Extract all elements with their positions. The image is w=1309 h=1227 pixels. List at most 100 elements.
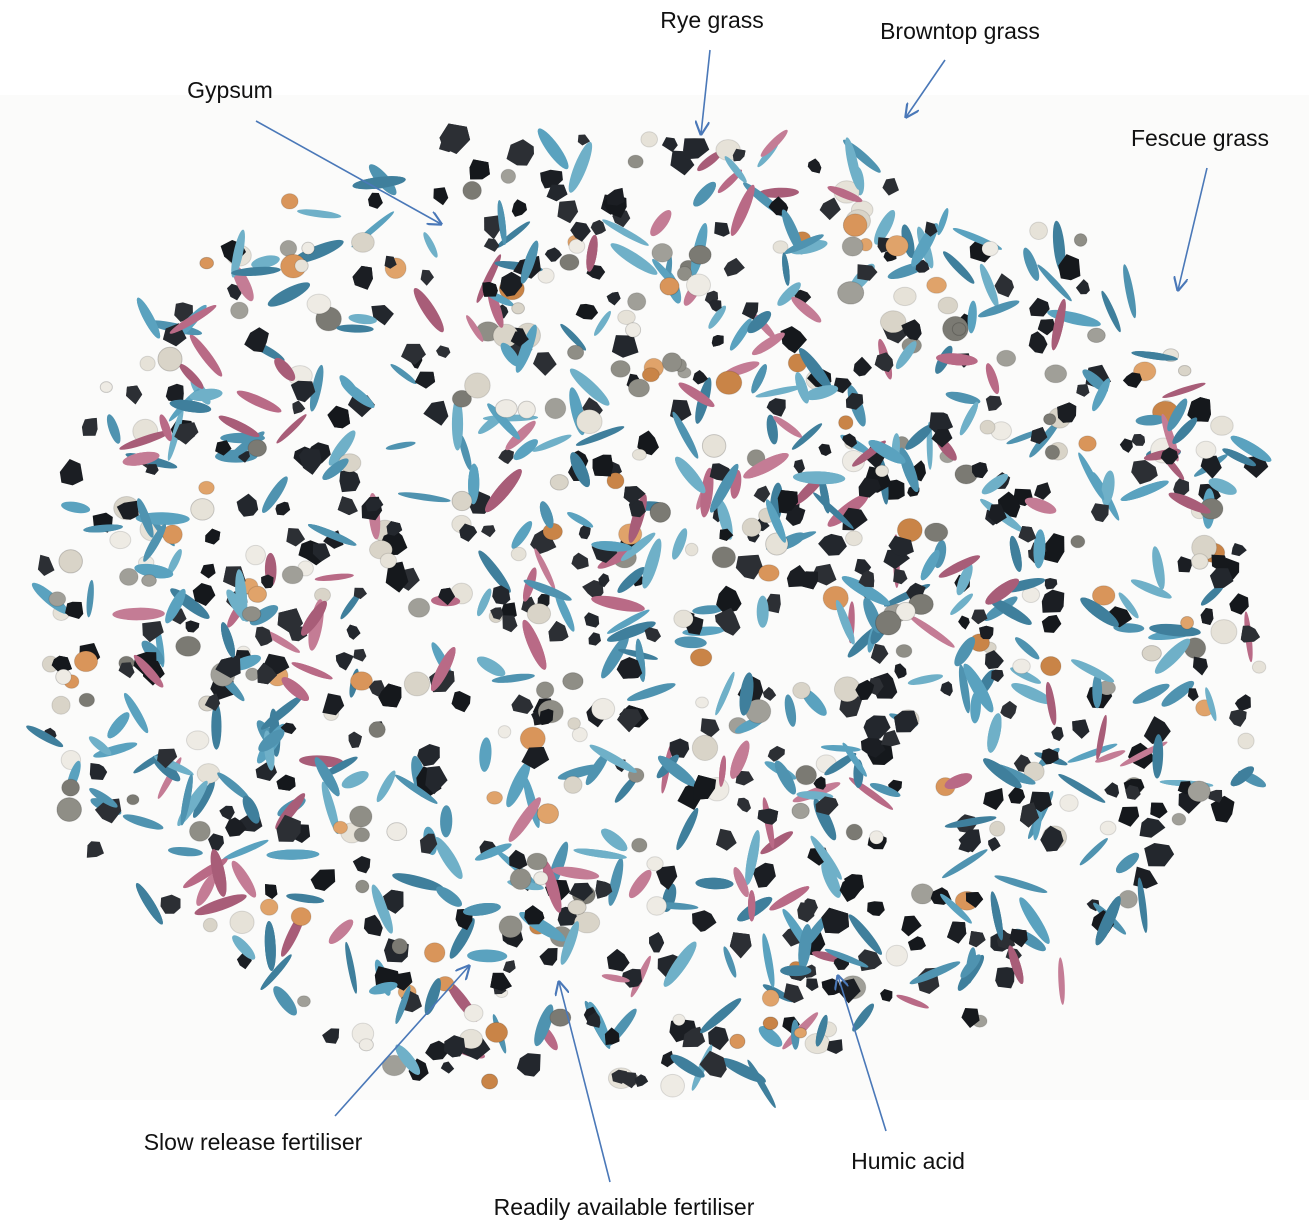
fertiliser-granule [606, 472, 625, 490]
humic-granule [1118, 806, 1140, 827]
gypsum-granule [1099, 820, 1117, 836]
fescue-seed [730, 740, 750, 779]
rye-seed [26, 725, 64, 748]
fescue-seed [938, 555, 981, 578]
rye-seed [950, 593, 974, 615]
rye-seed [286, 893, 325, 904]
fertiliser-granule [659, 277, 680, 296]
gypsum-granule [358, 1038, 374, 1052]
gypsum-granule [646, 856, 664, 872]
humic-granule [1018, 526, 1037, 543]
rye-seed [258, 729, 285, 752]
fescue-seed [522, 619, 547, 670]
slow-release-granule [562, 672, 584, 691]
rye-seed [260, 695, 303, 730]
humic-granule [1058, 254, 1081, 281]
rye-seed [784, 234, 824, 254]
rye-seed [960, 954, 981, 978]
label: Humic acid [851, 1148, 965, 1174]
rye-seed [395, 986, 411, 1024]
rye-seed [989, 597, 1032, 625]
rye-seed [920, 549, 940, 581]
humic-granule [365, 497, 384, 512]
rye-seed [568, 141, 593, 193]
humic-granule [1173, 478, 1190, 498]
fescue-seed [650, 210, 672, 237]
gypsum-granule [1141, 645, 1162, 662]
slow-release-granule [610, 360, 631, 378]
rye-seed [314, 757, 340, 797]
rye-seed [479, 737, 492, 772]
rye-seed [88, 736, 112, 756]
humic-granule [867, 901, 885, 916]
humic-granule [417, 744, 440, 767]
humic-granule [165, 383, 184, 402]
humic-granule [459, 523, 478, 542]
fescue-seed [261, 629, 301, 653]
gypsum-granule [673, 609, 694, 628]
humic-granule [901, 319, 922, 341]
humic-granule [444, 1035, 466, 1058]
gypsum-granule [741, 517, 762, 538]
humic-granule [37, 554, 55, 576]
slow-release-granule [711, 546, 736, 569]
rye-seed [700, 998, 742, 1034]
gypsum-granule [640, 131, 659, 148]
gypsum-granule [403, 671, 431, 697]
rye-seed [724, 156, 747, 184]
fescue-seed [827, 186, 863, 203]
humic-granule [174, 302, 193, 322]
humic-granule [915, 259, 930, 273]
rye-seed [747, 311, 772, 334]
rye-seed [532, 434, 572, 452]
gypsum-granule [526, 603, 552, 625]
rye-seed [165, 588, 186, 624]
humic-granule [762, 686, 777, 701]
slow-release-granule [247, 439, 267, 458]
humic-granule [322, 693, 345, 716]
humic-granule [783, 983, 804, 1004]
humic-granule [1076, 384, 1090, 397]
slow-release-granule [353, 827, 371, 843]
rye-seed [642, 538, 662, 589]
rye-seed [1167, 398, 1188, 432]
humic-granule [401, 343, 426, 365]
fertiliser-granule [926, 276, 947, 294]
gypsum-granule [157, 346, 183, 372]
gypsum-granule [631, 448, 647, 461]
humic-granule [649, 932, 665, 953]
arrow [838, 976, 887, 1132]
arrow [334, 966, 469, 1117]
fescue-seed [466, 315, 484, 342]
humic-granule [219, 805, 235, 821]
gypsum-granule [701, 434, 727, 458]
humic-granule [644, 627, 661, 643]
humic-granule [888, 535, 914, 557]
gypsum-granule [1195, 440, 1217, 460]
humic-granule [894, 663, 907, 679]
rye-seed [434, 836, 463, 880]
rye-seed [261, 476, 288, 513]
fertiliser-granule [793, 1027, 808, 1039]
rye-seed [1052, 220, 1066, 273]
rye-seed [657, 755, 697, 787]
slow-release-granule [500, 168, 517, 184]
fertiliser-granule [481, 1073, 499, 1090]
humic-granule [857, 264, 878, 281]
slow-release-granule [951, 322, 967, 336]
rye-seed [670, 1054, 705, 1078]
rye-seed [895, 341, 917, 370]
slow-release-granule [462, 180, 482, 201]
humic-granule [767, 745, 785, 762]
arrow [255, 120, 441, 224]
rye-seed [617, 566, 646, 594]
fescue-seed [196, 873, 216, 906]
humic-granule [924, 221, 938, 237]
rye-seed [715, 671, 735, 716]
humic-granule [766, 398, 786, 417]
rye-seed [1011, 682, 1053, 705]
rye-seed [500, 342, 520, 367]
gypsum-granule [573, 911, 601, 934]
humic-granule [1042, 533, 1065, 563]
rye-seed [231, 229, 245, 278]
